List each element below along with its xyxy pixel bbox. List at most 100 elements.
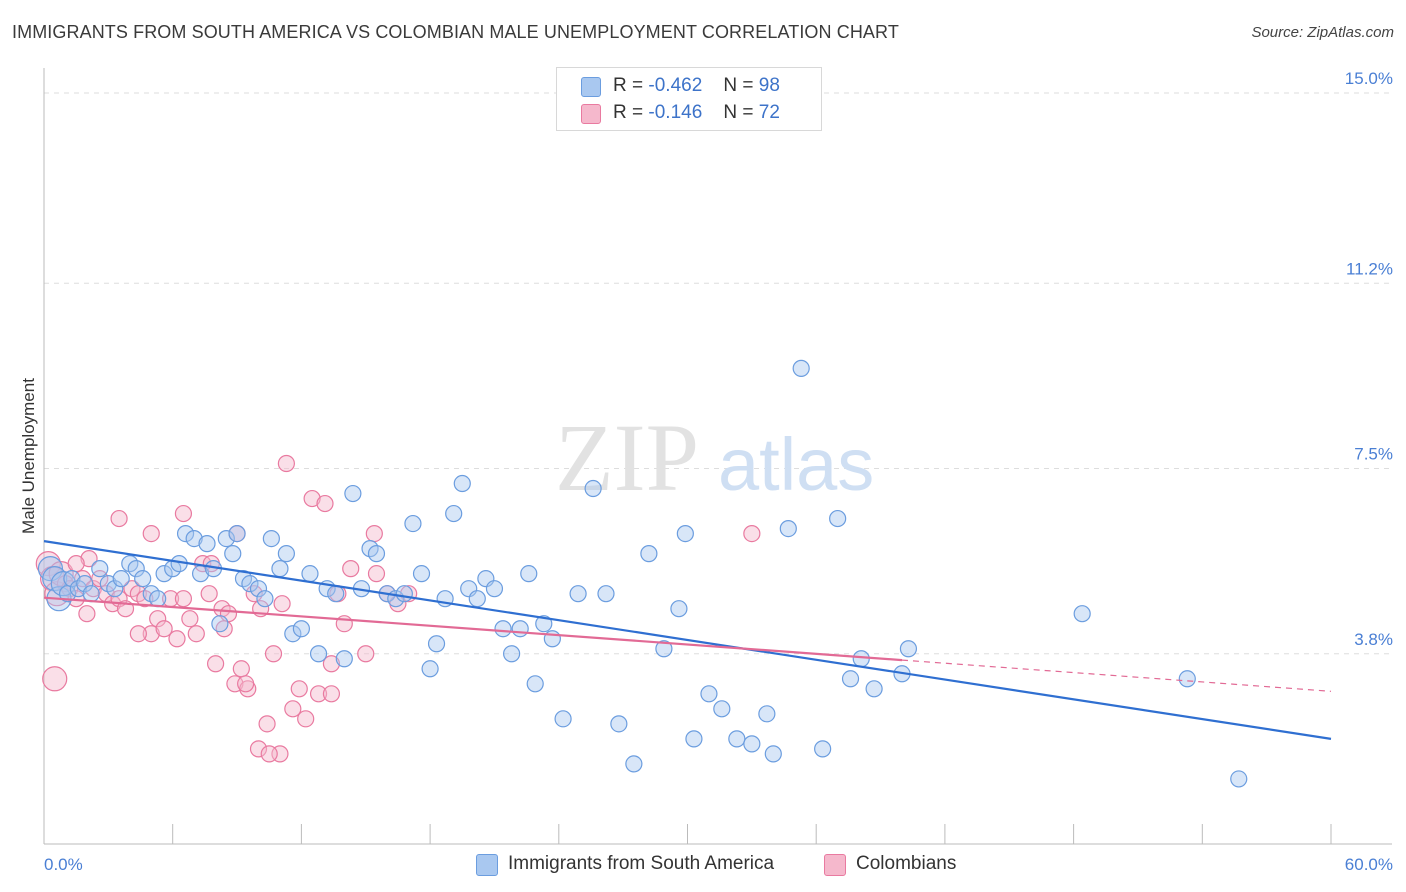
colombians-point-50 bbox=[357, 645, 375, 663]
bottom-legend-label-colombians: Colombians bbox=[856, 853, 957, 874]
south-america-point-62 bbox=[494, 620, 512, 638]
bottom-legend-swatch-pink bbox=[824, 854, 846, 876]
colombians-point-28 bbox=[207, 655, 225, 673]
south-america-point-90 bbox=[841, 670, 860, 688]
south-america-point-59 bbox=[468, 590, 486, 608]
colombians-point-25 bbox=[187, 625, 205, 643]
correlation-legend: R = -0.462 N = 98 R = -0.146 N = 72 bbox=[556, 67, 822, 131]
south-america-point-8 bbox=[82, 585, 100, 603]
colombians-point-18 bbox=[142, 625, 160, 643]
south-america-point-40 bbox=[309, 645, 328, 663]
south-america-point-31 bbox=[241, 575, 259, 593]
south-america-point-11 bbox=[106, 580, 124, 598]
south-america-point-35 bbox=[271, 560, 289, 578]
south-america-point-15 bbox=[134, 570, 152, 588]
y-tick-label-0: 3.8% bbox=[1354, 630, 1393, 649]
south-america-point-28 bbox=[224, 545, 242, 563]
colombians-point-71 bbox=[129, 625, 147, 643]
south-america-point-89 bbox=[829, 509, 847, 528]
colombians-point-55 bbox=[42, 666, 68, 692]
colombians-point-37 bbox=[264, 645, 283, 663]
colombians-point-19 bbox=[149, 610, 167, 628]
south-america-point-47 bbox=[367, 545, 386, 563]
south-america-point-75 bbox=[640, 545, 658, 563]
south-america-point-5 bbox=[63, 570, 81, 588]
colombians-point-69 bbox=[237, 675, 255, 693]
trend-line-colombians bbox=[43, 596, 903, 662]
legend-n-label-2: N = bbox=[723, 102, 754, 123]
watermark-zip: ZIP bbox=[555, 404, 699, 511]
trend-lines bbox=[43, 540, 1332, 740]
source-credit: Source: ZipAtlas.com bbox=[1251, 24, 1394, 41]
south-america-point-17 bbox=[149, 590, 167, 608]
south-america-point-53 bbox=[421, 660, 439, 678]
south-america-point-34 bbox=[262, 530, 280, 548]
colombians-point-65 bbox=[273, 595, 291, 613]
legend-n-value-1: 98 bbox=[758, 75, 780, 96]
colombians-point-41 bbox=[290, 680, 308, 698]
colombians-point-66 bbox=[322, 685, 341, 703]
south-america-point-84 bbox=[758, 705, 776, 723]
legend-n-label-1: N = bbox=[723, 75, 754, 96]
south-america-point-38 bbox=[292, 620, 310, 638]
chart-title: IMMIGRANTS FROM SOUTH AMERICA VS COLOMBI… bbox=[12, 22, 899, 42]
south-america-point-87 bbox=[792, 359, 810, 377]
legend-swatch-blue bbox=[581, 77, 601, 97]
south-america-point-36 bbox=[277, 545, 295, 563]
bottom-legend-swatch-blue bbox=[476, 854, 498, 876]
south-america-point-32 bbox=[249, 580, 268, 598]
colombians-point-43 bbox=[303, 489, 321, 508]
colombians-point-44 bbox=[309, 685, 328, 703]
legend-swatch-pink bbox=[581, 104, 601, 124]
legend-n-value-2: 72 bbox=[758, 102, 780, 123]
south-america-point-70 bbox=[569, 585, 587, 603]
colombians-point-8 bbox=[80, 550, 98, 568]
watermark: ZIP atlas bbox=[555, 404, 874, 511]
legend-r-value-2: -0.146 bbox=[648, 102, 703, 123]
x-tick-label-min: 0.0% bbox=[44, 855, 83, 874]
colombians-point-58 bbox=[110, 509, 128, 528]
colombians-point-32 bbox=[232, 660, 250, 678]
colombians-point-40 bbox=[284, 700, 302, 718]
south-america-point-67 bbox=[535, 615, 553, 633]
south-america-point-22 bbox=[185, 530, 203, 548]
south-america-point-82 bbox=[728, 730, 746, 748]
colombians-point-20 bbox=[155, 620, 173, 638]
trend-line-colombians-extrapolated bbox=[901, 659, 1332, 692]
colombians-point-24 bbox=[181, 610, 199, 628]
south-america-point-51 bbox=[404, 514, 422, 533]
south-america-point-83 bbox=[743, 735, 761, 753]
south-america-point-66 bbox=[526, 675, 544, 693]
south-america-point-74 bbox=[625, 755, 643, 773]
south-america-point-61 bbox=[485, 580, 504, 598]
colombians-point-49 bbox=[342, 560, 360, 578]
south-america-point-88 bbox=[814, 740, 832, 758]
colombians-point-70 bbox=[78, 605, 96, 623]
south-america-point-3 bbox=[50, 571, 76, 597]
y-axis-label: Male Unemployment bbox=[19, 378, 38, 534]
south-america-point-76 bbox=[655, 640, 673, 658]
south-america-point-50 bbox=[395, 585, 413, 603]
south-america-point-69 bbox=[554, 710, 572, 728]
y-tick-label-2: 11.2% bbox=[1346, 259, 1393, 278]
axes bbox=[43, 68, 1392, 845]
south-america-point-91 bbox=[852, 650, 870, 668]
south-america-point-63 bbox=[503, 645, 521, 663]
south-america-point-1 bbox=[42, 566, 68, 592]
south-america-point-78 bbox=[676, 524, 694, 543]
south-america-point-96 bbox=[1178, 670, 1196, 688]
south-america-point-71 bbox=[584, 479, 602, 498]
colombians-point-56 bbox=[67, 555, 85, 573]
colombians-point-51 bbox=[367, 565, 386, 583]
south-america-point-79 bbox=[685, 730, 703, 748]
colombians-point-23 bbox=[174, 590, 193, 608]
south-america-point-73 bbox=[610, 715, 628, 733]
colombians-point-36 bbox=[258, 715, 276, 733]
south-america-point-37 bbox=[284, 625, 302, 643]
south-america-point-7 bbox=[76, 575, 94, 593]
colombians-point-42 bbox=[297, 710, 315, 728]
south-america-point-80 bbox=[700, 685, 718, 703]
south-america-point-27 bbox=[217, 530, 235, 548]
south-america-point-21 bbox=[176, 524, 195, 543]
